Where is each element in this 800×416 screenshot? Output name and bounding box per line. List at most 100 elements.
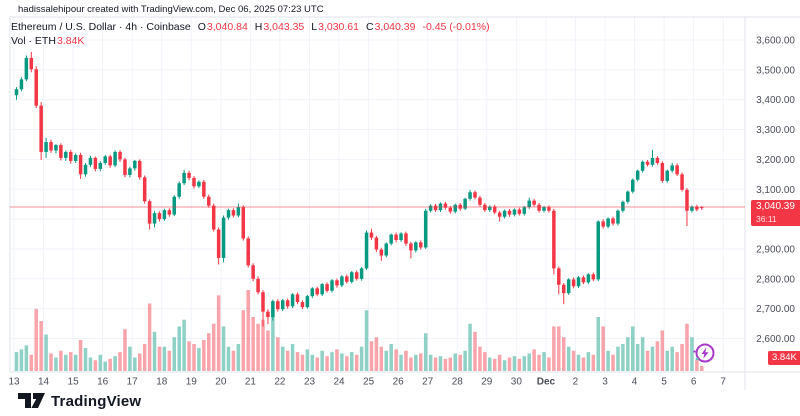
time-axis-label[interactable]: 4 bbox=[632, 377, 638, 388]
candle-body bbox=[147, 201, 152, 224]
time-axis-label[interactable]: 7 bbox=[720, 377, 726, 388]
candle-body bbox=[177, 183, 181, 197]
candle-body bbox=[108, 156, 112, 166]
volume-bar bbox=[404, 350, 408, 371]
candle-body bbox=[517, 209, 522, 214]
price-axis-label[interactable]: 3,100.00 bbox=[756, 185, 795, 196]
time-axis-label[interactable]: 14 bbox=[38, 377, 50, 388]
legend-symbol-row[interactable]: Ethereum / U.S. Dollar · 4h · Coinbase O3… bbox=[11, 21, 490, 35]
candle-body bbox=[670, 165, 674, 171]
candle-body bbox=[695, 206, 699, 210]
candle-body bbox=[221, 217, 226, 258]
price-axis-label[interactable]: 3,500.00 bbox=[756, 65, 795, 76]
volume-bar bbox=[645, 350, 650, 371]
volume-bar bbox=[566, 346, 571, 371]
time-axis-label[interactable]: 21 bbox=[245, 377, 257, 388]
price-axis-label[interactable]: 3,200.00 bbox=[756, 155, 795, 166]
candle-body bbox=[325, 284, 329, 291]
time-axis-label[interactable]: Dec bbox=[537, 377, 556, 388]
volume-bar bbox=[468, 323, 472, 371]
time-axis-label[interactable]: 28 bbox=[452, 377, 464, 388]
volume-bar bbox=[98, 354, 103, 371]
volume-bar bbox=[581, 357, 586, 371]
volume-bar bbox=[423, 333, 428, 371]
legend-volume-row[interactable]: Vol · ETH3.84K bbox=[11, 35, 490, 49]
price-axis-label[interactable]: 2,700.00 bbox=[756, 304, 795, 315]
candle-body bbox=[512, 209, 517, 215]
time-axis-label[interactable]: 3 bbox=[602, 377, 608, 388]
time-axis-label[interactable]: 16 bbox=[97, 377, 109, 388]
volume-bar bbox=[345, 356, 349, 371]
volume-bar bbox=[419, 353, 423, 371]
time-axis-label[interactable]: 26 bbox=[393, 377, 405, 388]
candle-body bbox=[488, 206, 492, 211]
price-axis-label[interactable]: 2,600.00 bbox=[756, 334, 795, 345]
volume-bar bbox=[280, 346, 285, 371]
time-axis-label[interactable]: 24 bbox=[333, 377, 345, 388]
time-axis-label[interactable]: 23 bbox=[304, 377, 316, 388]
candle-body bbox=[310, 288, 315, 297]
candle-body bbox=[123, 159, 127, 175]
candle-body bbox=[680, 174, 684, 190]
price-axis-label[interactable]: 3,400.00 bbox=[756, 95, 795, 106]
volume-bar bbox=[409, 357, 413, 371]
volume-bar bbox=[571, 350, 576, 371]
candle-body bbox=[468, 192, 472, 199]
candle-body bbox=[586, 274, 591, 283]
candle-body bbox=[44, 142, 48, 152]
price-axis-label[interactable]: 2,800.00 bbox=[756, 274, 795, 285]
current-price-value: 3,040.39 bbox=[756, 201, 795, 213]
volume-bar bbox=[29, 354, 34, 371]
time-axis-label[interactable]: 6 bbox=[691, 377, 697, 388]
tradingview-logo[interactable]: TradingView bbox=[18, 392, 141, 410]
open-value: 3,040.84 bbox=[206, 21, 248, 33]
candle-body bbox=[690, 206, 694, 211]
candle-body bbox=[606, 218, 610, 227]
volume-bar bbox=[453, 353, 458, 371]
candle-body bbox=[419, 242, 423, 248]
volume-bar bbox=[635, 344, 640, 371]
volume-bar bbox=[271, 310, 275, 371]
volume-bar bbox=[202, 339, 206, 371]
candle-body bbox=[49, 142, 53, 151]
lightning-icon[interactable] bbox=[690, 340, 720, 373]
high-label: H bbox=[254, 21, 263, 33]
candle-body bbox=[621, 201, 625, 211]
candle-body bbox=[542, 207, 546, 211]
time-axis-label[interactable]: 19 bbox=[186, 377, 198, 388]
candle-body bbox=[211, 205, 216, 230]
time-axis-label[interactable]: 20 bbox=[215, 377, 227, 388]
time-axis-label[interactable]: 17 bbox=[127, 377, 139, 388]
time-axis-label[interactable]: 30 bbox=[511, 377, 523, 388]
price-axis-label[interactable]: 3,300.00 bbox=[756, 125, 795, 136]
time-axis-label[interactable]: 13 bbox=[8, 377, 20, 388]
time-axis-label[interactable]: 15 bbox=[68, 377, 80, 388]
candle-body bbox=[640, 161, 645, 171]
time-axis-label[interactable]: 27 bbox=[422, 377, 434, 388]
candle-body bbox=[552, 210, 556, 269]
volume-bar bbox=[596, 317, 600, 371]
time-axis-label[interactable]: 22 bbox=[274, 377, 286, 388]
volume-bar bbox=[527, 353, 531, 371]
volume-bar bbox=[557, 326, 561, 371]
price-axis-label[interactable]: 2,900.00 bbox=[756, 244, 795, 255]
candle-body bbox=[236, 207, 241, 216]
candle-body bbox=[34, 69, 38, 106]
time-axis-label[interactable]: 29 bbox=[481, 377, 493, 388]
time-axis-label[interactable]: 18 bbox=[156, 377, 168, 388]
candle-body bbox=[409, 243, 413, 251]
candle-body bbox=[103, 156, 107, 163]
candle-body bbox=[571, 279, 576, 287]
candle-body bbox=[527, 200, 531, 208]
volume-bar bbox=[492, 358, 497, 371]
volume-bar bbox=[547, 357, 551, 371]
volume-bar bbox=[177, 326, 181, 371]
time-axis-label[interactable]: 5 bbox=[661, 377, 667, 388]
volume-bar bbox=[49, 353, 53, 371]
time-axis-label[interactable]: 25 bbox=[363, 377, 375, 388]
price-axis-label[interactable]: 3,600.00 bbox=[756, 36, 795, 47]
volume-bar bbox=[616, 346, 620, 371]
time-axis-label[interactable]: 2 bbox=[573, 377, 579, 388]
candle-body bbox=[300, 302, 305, 308]
